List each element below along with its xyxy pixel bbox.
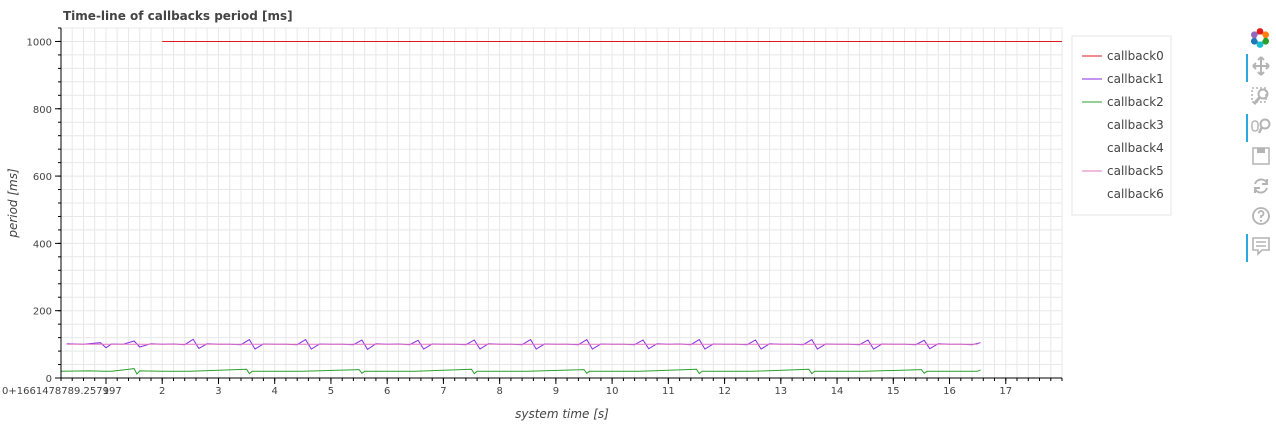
help-icon [1252, 207, 1270, 225]
x-axis-label: system time [s] [515, 407, 609, 421]
save-tool-button[interactable] [1244, 142, 1276, 170]
x-tick-label: 10 [606, 386, 619, 397]
hover-icon [1252, 237, 1270, 256]
x-tick-label: 9 [553, 386, 559, 397]
reset-tool-button[interactable] [1244, 172, 1276, 200]
reset-icon [1254, 178, 1268, 194]
x-tick-label: 11 [662, 386, 675, 397]
x-tick-label: 4 [272, 386, 278, 397]
x-tick-label: 3 [215, 386, 221, 397]
y-tick-label: 400 [33, 239, 52, 250]
series-line-callback2 [60, 368, 981, 375]
x-tick-label: 16 [943, 386, 956, 397]
x-offset-label: 0+1661478789.257997 [2, 386, 122, 397]
x-tick-label: 1 [103, 386, 109, 397]
wheel-zoom-icon [1251, 118, 1271, 134]
legend-label: callback5 [1107, 164, 1164, 178]
legend-label: callback1 [1107, 72, 1164, 86]
wheel-zoom-tool-button[interactable] [1244, 112, 1276, 142]
series-layer [60, 41, 1062, 375]
box-zoom-icon [1251, 87, 1269, 105]
x-tick-label: 12 [718, 386, 731, 397]
help-tool-button[interactable] [1244, 202, 1276, 230]
x-tick-label: 13 [774, 386, 787, 397]
x-tick-label: 5 [328, 386, 334, 397]
axes: 1 2 3 4 5 6 7 8 9 10 11 12 13 14 15 16 170+1661478789.25… [2, 27, 1063, 397]
x-tick-label: 14 [831, 386, 844, 397]
x-tick-label: 15 [887, 386, 900, 397]
pan-icon [1252, 56, 1270, 76]
y-tick-label: 800 [33, 105, 52, 116]
legend-label: callback2 [1107, 95, 1164, 109]
legend: callback0 callback1 callback2 callback3 call… [1071, 35, 1172, 216]
chart-title: Time-line of callbacks period [ms] [63, 9, 293, 23]
x-tick-label: 2 [159, 386, 165, 397]
x-tick-label: 17 [999, 386, 1012, 397]
box-zoom-tool-button[interactable] [1244, 82, 1276, 110]
y-tick-label: 200 [33, 307, 52, 318]
legend-label: callback4 [1107, 141, 1164, 155]
save-icon [1252, 147, 1270, 165]
bokeh-logo-icon[interactable] [1249, 27, 1271, 49]
y-tick-label: 1000 [27, 37, 52, 48]
hover-tool-button[interactable] [1244, 232, 1276, 262]
legend-label: callback3 [1107, 118, 1164, 132]
y-tick-label: 600 [33, 172, 52, 183]
y-tick-label: 0 [46, 374, 52, 385]
y-axis-label: period [ms] [6, 168, 20, 239]
x-tick-label: 8 [496, 386, 502, 397]
legend-label: callback0 [1107, 49, 1164, 63]
legend-label: callback6 [1107, 187, 1164, 201]
x-tick-label: 7 [440, 386, 446, 397]
toolbar [1244, 24, 1276, 274]
x-tick-label: 6 [384, 386, 390, 397]
pan-tool-button[interactable] [1244, 52, 1276, 82]
